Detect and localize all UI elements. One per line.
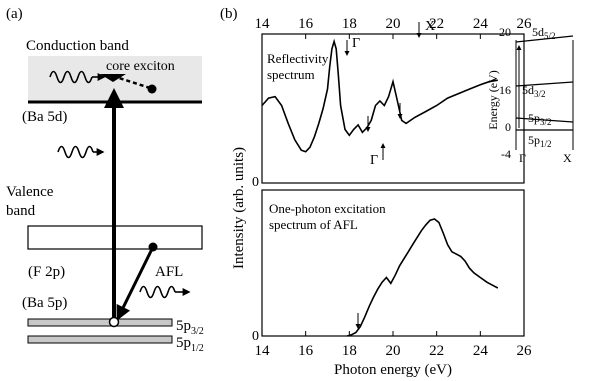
reflectivity-annotation-line1: Reflectivity [267,51,329,66]
tick-label: 16 [298,16,314,32]
reflectivity-annotation-line2: spectrum [267,67,315,82]
inset-band-5p32 [515,117,574,123]
level-5p32 [27,318,173,327]
level-5p32-label: 5p3/2 [176,318,204,337]
valence-band-label-line2: band [6,203,36,219]
inset-label-5p32: 5p3/2 [528,111,552,127]
inset-tick-m4: -4 [501,147,511,161]
inset-label-5d32: 5d3/2 [522,83,546,99]
y-axis-label: Intensity (arb. units) [231,147,247,269]
inset-band-diagram: Energy (eV) 20 16 0 -4 5d5/2 5d3/2 5p3/2… [486,25,574,165]
inset-x: X [563,151,572,165]
upper-zero-label: 0 [252,175,259,190]
tick-label: 18 [342,16,357,32]
core-hole [108,316,120,328]
panel-b-label: (b) [220,6,238,22]
x-label: X [425,19,435,34]
valence-band-label-line1: Valence [6,184,54,200]
inset-band-5d32 [515,81,574,87]
level-5p12-label: 5p1/2 [176,335,204,354]
tick-label: 14 [255,343,271,359]
reflectivity-curve [261,38,498,153]
photon-wave-upper [49,70,93,84]
tick-label: 22 [429,16,444,32]
bottom-axis-ticks: 14 16 18 20 22 24 26 [255,331,533,359]
panel-b: (b) Intensity (arb. units) Photon energy… [220,6,574,378]
inset-gamma: Γ [519,151,526,165]
tick-label: 22 [429,343,444,359]
tick-label: 14 [255,16,271,32]
inset-tick-0: 0 [505,120,511,134]
inset-y-label: Energy (eV) [486,70,500,129]
ba5p-label: (Ba 5p) [22,295,67,311]
conduction-band-label: Conduction band [26,38,129,54]
photon-wave-afl [139,285,176,299]
f2p-label: (F 2p) [28,264,65,280]
inset-band-5d52 [515,35,574,43]
panel-a-label: (a) [6,6,23,22]
afl-transition-arrow [116,248,154,321]
afl-annotation-line1: One-photon excitation [269,201,386,216]
lower-zero-label: 0 [252,329,259,344]
tick-label: 16 [298,343,314,359]
photon-wave-middle [57,145,94,159]
inset-tick-16: 16 [499,83,511,97]
inset-tick-20: 20 [499,25,511,39]
tick-label: 26 [517,16,533,32]
tick-label: 24 [473,16,489,32]
tick-label: 18 [342,343,357,359]
top-axis-ticks: 14 16 18 20 22 24 26 [255,16,533,39]
tick-label: 20 [386,343,401,359]
inset-label-5p12: 5p1/2 [528,133,552,149]
x-axis-label: Photon energy (eV) [334,362,452,378]
core-exciton-symbol [100,74,157,94]
level-5p12 [27,335,173,344]
panel-a: (a) Conduction band core exciton (Ba 5d)… [6,6,204,354]
ba5d-label: (Ba 5d) [22,109,67,125]
afl-annotation-line2: spectrum of AFL [269,217,358,232]
afl-label: AFL [155,264,183,280]
tick-label: 20 [386,16,401,32]
afl-excitation-curve [346,218,499,337]
inset-label-5d52: 5d5/2 [532,25,556,41]
gamma-label-bottom: Γ [370,153,378,168]
gamma-label-top: Γ [352,36,360,51]
tick-label: 24 [473,343,489,359]
tick-label: 26 [517,343,533,359]
core-exciton-label: core exciton [106,59,175,74]
